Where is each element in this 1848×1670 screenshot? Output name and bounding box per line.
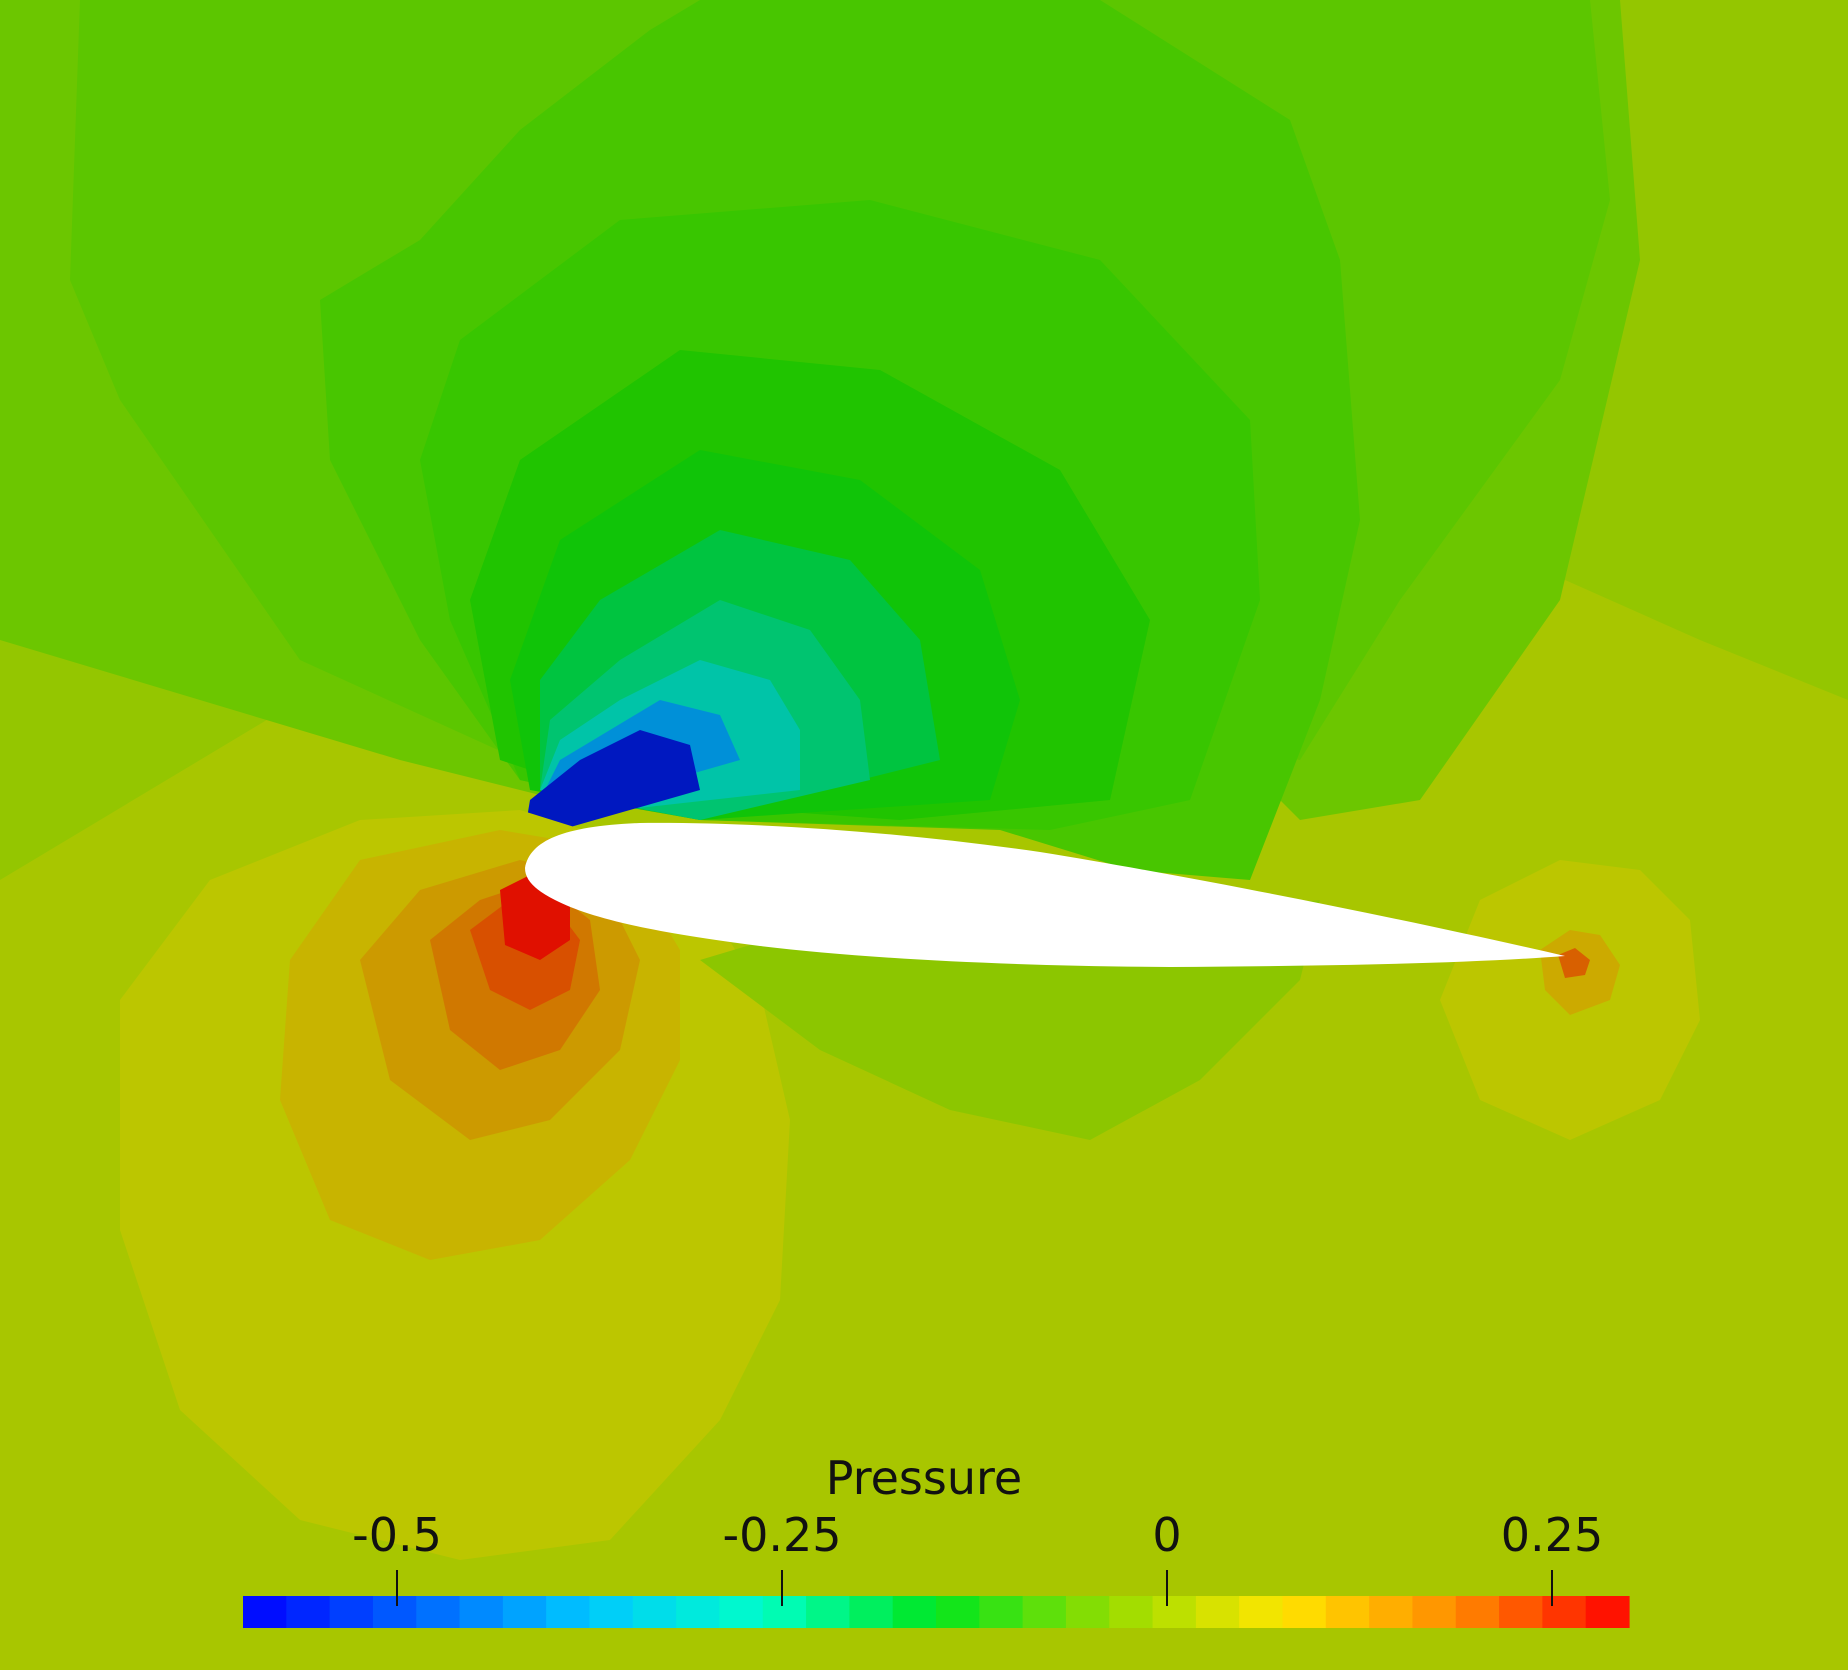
contour-te-peak [1558,948,1590,978]
colorbar-tick-label: 0.25 [1500,1508,1604,1562]
colorbar-tick-label: -0.5 [352,1508,442,1562]
legend-title: Pressure [825,1451,1023,1505]
airfoil [525,822,1565,967]
colorbar-tick-label: -0.25 [722,1508,842,1562]
colorbar-tick-label: 0 [1152,1508,1182,1562]
